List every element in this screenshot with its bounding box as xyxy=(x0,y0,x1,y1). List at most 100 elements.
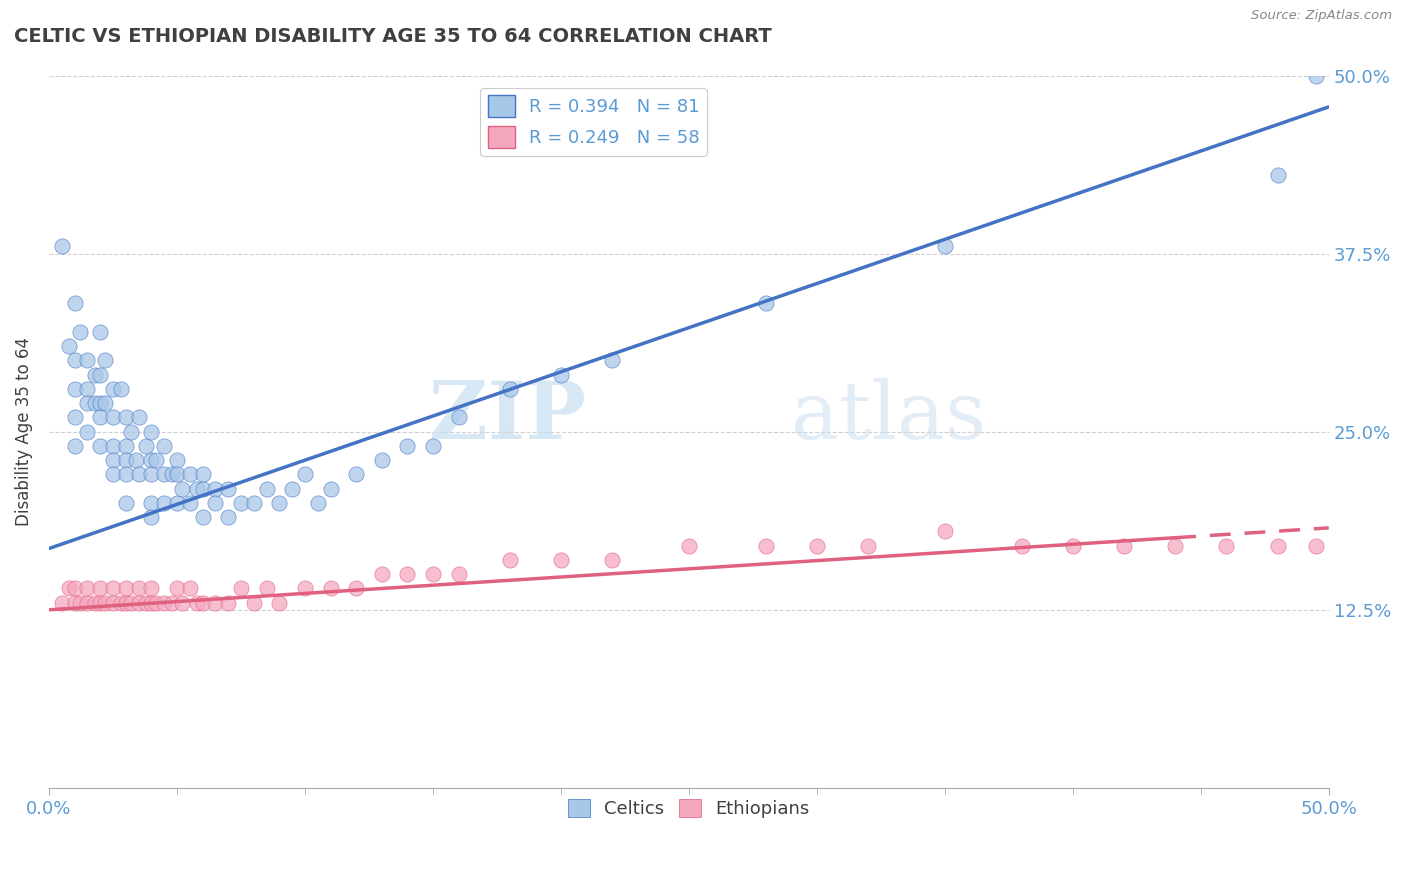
Point xyxy=(499,382,522,396)
Point xyxy=(166,453,188,467)
Point xyxy=(600,353,623,368)
Point xyxy=(229,582,252,596)
Point xyxy=(84,368,107,382)
Point xyxy=(186,482,208,496)
Point xyxy=(186,596,208,610)
Point xyxy=(153,496,176,510)
Point xyxy=(135,439,157,453)
Point xyxy=(101,410,124,425)
Point xyxy=(63,410,86,425)
Point xyxy=(63,353,86,368)
Point xyxy=(141,453,163,467)
Point xyxy=(1267,168,1289,182)
Point xyxy=(191,596,214,610)
Point xyxy=(166,467,188,482)
Point xyxy=(422,439,444,453)
Point xyxy=(135,596,157,610)
Point xyxy=(51,239,73,253)
Point xyxy=(145,596,167,610)
Point xyxy=(1267,539,1289,553)
Point xyxy=(242,496,264,510)
Point xyxy=(396,567,419,582)
Point xyxy=(110,596,132,610)
Point xyxy=(69,596,91,610)
Text: atlas: atlas xyxy=(792,378,987,457)
Point xyxy=(550,368,572,382)
Point xyxy=(141,582,163,596)
Point xyxy=(110,382,132,396)
Text: CELTIC VS ETHIOPIAN DISABILITY AGE 35 TO 64 CORRELATION CHART: CELTIC VS ETHIOPIAN DISABILITY AGE 35 TO… xyxy=(14,27,772,45)
Point xyxy=(166,496,188,510)
Point xyxy=(114,410,136,425)
Point xyxy=(58,339,80,353)
Point xyxy=(128,467,150,482)
Point xyxy=(806,539,828,553)
Point xyxy=(94,396,117,410)
Point xyxy=(166,582,188,596)
Point xyxy=(89,439,111,453)
Point xyxy=(63,296,86,310)
Point xyxy=(76,353,98,368)
Point xyxy=(145,453,167,467)
Point xyxy=(344,582,367,596)
Point xyxy=(101,382,124,396)
Point xyxy=(256,582,278,596)
Point xyxy=(934,524,956,539)
Point xyxy=(101,467,124,482)
Point xyxy=(319,482,342,496)
Point xyxy=(256,482,278,496)
Point xyxy=(128,596,150,610)
Point xyxy=(153,439,176,453)
Point xyxy=(125,453,148,467)
Point xyxy=(179,582,201,596)
Point xyxy=(76,425,98,439)
Point xyxy=(179,496,201,510)
Point xyxy=(141,510,163,524)
Point xyxy=(101,582,124,596)
Point xyxy=(153,467,176,482)
Point xyxy=(422,567,444,582)
Point xyxy=(153,596,176,610)
Point xyxy=(344,467,367,482)
Point xyxy=(101,439,124,453)
Point xyxy=(114,439,136,453)
Point xyxy=(89,368,111,382)
Point xyxy=(755,539,778,553)
Point xyxy=(1215,539,1237,553)
Text: ZIP: ZIP xyxy=(429,378,586,457)
Point xyxy=(294,582,316,596)
Point xyxy=(1062,539,1084,553)
Point xyxy=(1305,539,1327,553)
Point xyxy=(294,467,316,482)
Point xyxy=(89,410,111,425)
Point xyxy=(269,496,291,510)
Point xyxy=(114,496,136,510)
Point xyxy=(76,582,98,596)
Point xyxy=(217,510,239,524)
Point xyxy=(58,582,80,596)
Point xyxy=(141,496,163,510)
Point xyxy=(550,553,572,567)
Point xyxy=(160,467,183,482)
Point xyxy=(89,582,111,596)
Point xyxy=(101,596,124,610)
Point xyxy=(63,439,86,453)
Point xyxy=(89,325,111,339)
Point xyxy=(204,482,226,496)
Point xyxy=(101,453,124,467)
Point xyxy=(114,453,136,467)
Point xyxy=(319,582,342,596)
Point xyxy=(217,596,239,610)
Point xyxy=(191,510,214,524)
Point xyxy=(63,582,86,596)
Point xyxy=(89,596,111,610)
Point xyxy=(281,482,304,496)
Point xyxy=(229,496,252,510)
Point xyxy=(447,410,470,425)
Point xyxy=(1011,539,1033,553)
Point xyxy=(217,482,239,496)
Point xyxy=(114,596,136,610)
Point xyxy=(84,396,107,410)
Point xyxy=(69,325,91,339)
Point xyxy=(63,596,86,610)
